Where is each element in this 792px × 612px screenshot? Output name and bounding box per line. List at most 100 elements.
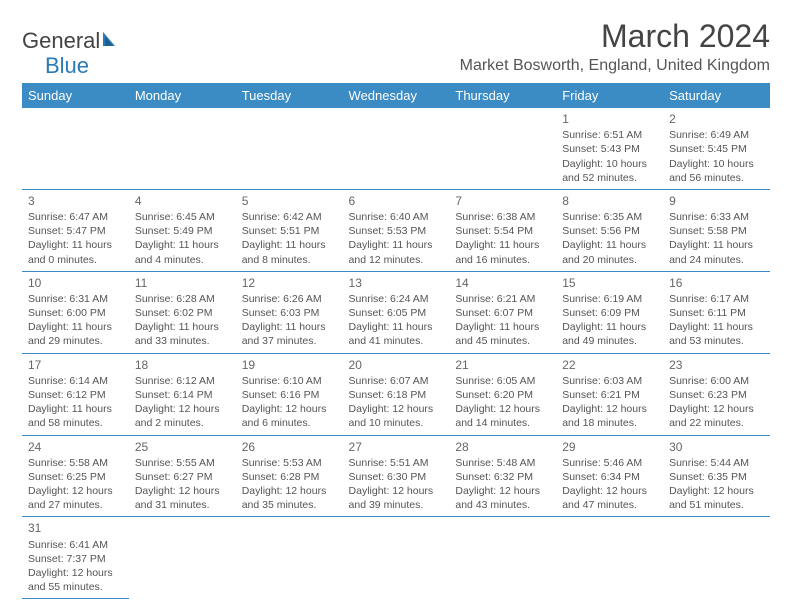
day-number: 21 — [455, 357, 550, 373]
sunrise-text: Sunrise: 6:17 AM — [669, 292, 764, 306]
daylight-text: Daylight: 11 hours and 29 minutes. — [28, 320, 123, 348]
day-number: 27 — [349, 439, 444, 455]
day-header: Thursday — [449, 83, 556, 108]
calendar-row: 1Sunrise: 6:51 AMSunset: 5:43 PMDaylight… — [22, 108, 770, 189]
calendar-cell: 10Sunrise: 6:31 AMSunset: 6:00 PMDayligh… — [22, 271, 129, 353]
daylight-text: Daylight: 11 hours and 0 minutes. — [28, 238, 123, 266]
day-number: 11 — [135, 275, 230, 291]
daylight-text: Daylight: 12 hours and 35 minutes. — [242, 484, 337, 512]
sunset-text: Sunset: 6:11 PM — [669, 306, 764, 320]
calendar-cell: 13Sunrise: 6:24 AMSunset: 6:05 PMDayligh… — [343, 271, 450, 353]
calendar-row: 10Sunrise: 6:31 AMSunset: 6:00 PMDayligh… — [22, 271, 770, 353]
calendar-cell — [129, 108, 236, 189]
day-number: 29 — [562, 439, 657, 455]
sunset-text: Sunset: 5:49 PM — [135, 224, 230, 238]
sunset-text: Sunset: 5:47 PM — [28, 224, 123, 238]
sunset-text: Sunset: 6:32 PM — [455, 470, 550, 484]
sunrise-text: Sunrise: 6:28 AM — [135, 292, 230, 306]
header-right: March 2024 Market Bosworth, England, Uni… — [460, 18, 770, 75]
sunset-text: Sunset: 6:16 PM — [242, 388, 337, 402]
sunrise-text: Sunrise: 6:41 AM — [28, 538, 123, 552]
sunset-text: Sunset: 6:00 PM — [28, 306, 123, 320]
day-number: 12 — [242, 275, 337, 291]
sunrise-text: Sunrise: 6:05 AM — [455, 374, 550, 388]
daylight-text: Daylight: 11 hours and 37 minutes. — [242, 320, 337, 348]
sunset-text: Sunset: 5:56 PM — [562, 224, 657, 238]
calendar-cell — [343, 517, 450, 599]
sunset-text: Sunset: 6:03 PM — [242, 306, 337, 320]
daylight-text: Daylight: 11 hours and 4 minutes. — [135, 238, 230, 266]
sunrise-text: Sunrise: 6:19 AM — [562, 292, 657, 306]
daylight-text: Daylight: 10 hours and 52 minutes. — [562, 157, 657, 185]
sunrise-text: Sunrise: 6:33 AM — [669, 210, 764, 224]
calendar-cell: 9Sunrise: 6:33 AMSunset: 5:58 PMDaylight… — [663, 189, 770, 271]
daylight-text: Daylight: 12 hours and 18 minutes. — [562, 402, 657, 430]
logo: General — [22, 18, 123, 54]
sunset-text: Sunset: 6:20 PM — [455, 388, 550, 402]
daylight-text: Daylight: 12 hours and 10 minutes. — [349, 402, 444, 430]
calendar-cell: 8Sunrise: 6:35 AMSunset: 5:56 PMDaylight… — [556, 189, 663, 271]
calendar-cell: 25Sunrise: 5:55 AMSunset: 6:27 PMDayligh… — [129, 435, 236, 517]
daylight-text: Daylight: 11 hours and 24 minutes. — [669, 238, 764, 266]
day-header: Wednesday — [343, 83, 450, 108]
sunset-text: Sunset: 5:51 PM — [242, 224, 337, 238]
calendar-cell: 4Sunrise: 6:45 AMSunset: 5:49 PMDaylight… — [129, 189, 236, 271]
calendar-cell — [22, 108, 129, 189]
daylight-text: Daylight: 12 hours and 27 minutes. — [28, 484, 123, 512]
calendar-cell: 29Sunrise: 5:46 AMSunset: 6:34 PMDayligh… — [556, 435, 663, 517]
calendar-cell — [449, 108, 556, 189]
day-header: Sunday — [22, 83, 129, 108]
calendar-row: 3Sunrise: 6:47 AMSunset: 5:47 PMDaylight… — [22, 189, 770, 271]
logo-text-2: Blue — [45, 53, 89, 79]
daylight-text: Daylight: 11 hours and 45 minutes. — [455, 320, 550, 348]
calendar-row: 31Sunrise: 6:41 AMSunset: 7:37 PMDayligh… — [22, 517, 770, 599]
sunset-text: Sunset: 6:30 PM — [349, 470, 444, 484]
daylight-text: Daylight: 11 hours and 33 minutes. — [135, 320, 230, 348]
sunset-text: Sunset: 6:28 PM — [242, 470, 337, 484]
daylight-text: Daylight: 11 hours and 41 minutes. — [349, 320, 444, 348]
sunrise-text: Sunrise: 6:10 AM — [242, 374, 337, 388]
day-number: 22 — [562, 357, 657, 373]
sunset-text: Sunset: 5:45 PM — [669, 142, 764, 156]
day-number: 26 — [242, 439, 337, 455]
calendar-cell — [129, 517, 236, 599]
calendar-cell — [343, 108, 450, 189]
sunset-text: Sunset: 6:09 PM — [562, 306, 657, 320]
day-number: 7 — [455, 193, 550, 209]
day-number: 13 — [349, 275, 444, 291]
sunrise-text: Sunrise: 6:07 AM — [349, 374, 444, 388]
sunrise-text: Sunrise: 6:45 AM — [135, 210, 230, 224]
day-number: 10 — [28, 275, 123, 291]
sunset-text: Sunset: 5:54 PM — [455, 224, 550, 238]
sunset-text: Sunset: 5:58 PM — [669, 224, 764, 238]
day-number: 4 — [135, 193, 230, 209]
sunset-text: Sunset: 5:53 PM — [349, 224, 444, 238]
daylight-text: Daylight: 12 hours and 39 minutes. — [349, 484, 444, 512]
sunset-text: Sunset: 6:07 PM — [455, 306, 550, 320]
daylight-text: Daylight: 12 hours and 51 minutes. — [669, 484, 764, 512]
day-number: 18 — [135, 357, 230, 373]
day-number: 19 — [242, 357, 337, 373]
sunrise-text: Sunrise: 6:31 AM — [28, 292, 123, 306]
daylight-text: Daylight: 11 hours and 20 minutes. — [562, 238, 657, 266]
sunrise-text: Sunrise: 6:21 AM — [455, 292, 550, 306]
calendar-row: 17Sunrise: 6:14 AMSunset: 6:12 PMDayligh… — [22, 353, 770, 435]
calendar-cell — [449, 517, 556, 599]
day-number: 24 — [28, 439, 123, 455]
sunrise-text: Sunrise: 6:12 AM — [135, 374, 230, 388]
calendar-cell: 20Sunrise: 6:07 AMSunset: 6:18 PMDayligh… — [343, 353, 450, 435]
calendar-cell: 31Sunrise: 6:41 AMSunset: 7:37 PMDayligh… — [22, 517, 129, 599]
sunrise-text: Sunrise: 6:42 AM — [242, 210, 337, 224]
sunset-text: Sunset: 6:25 PM — [28, 470, 123, 484]
day-number: 14 — [455, 275, 550, 291]
calendar-cell: 26Sunrise: 5:53 AMSunset: 6:28 PMDayligh… — [236, 435, 343, 517]
sunset-text: Sunset: 5:43 PM — [562, 142, 657, 156]
day-header: Monday — [129, 83, 236, 108]
day-number: 2 — [669, 111, 764, 127]
calendar-cell: 7Sunrise: 6:38 AMSunset: 5:54 PMDaylight… — [449, 189, 556, 271]
calendar-cell: 19Sunrise: 6:10 AMSunset: 6:16 PMDayligh… — [236, 353, 343, 435]
sunrise-text: Sunrise: 5:51 AM — [349, 456, 444, 470]
sunset-text: Sunset: 6:34 PM — [562, 470, 657, 484]
sunrise-text: Sunrise: 6:35 AM — [562, 210, 657, 224]
sunset-text: Sunset: 6:02 PM — [135, 306, 230, 320]
